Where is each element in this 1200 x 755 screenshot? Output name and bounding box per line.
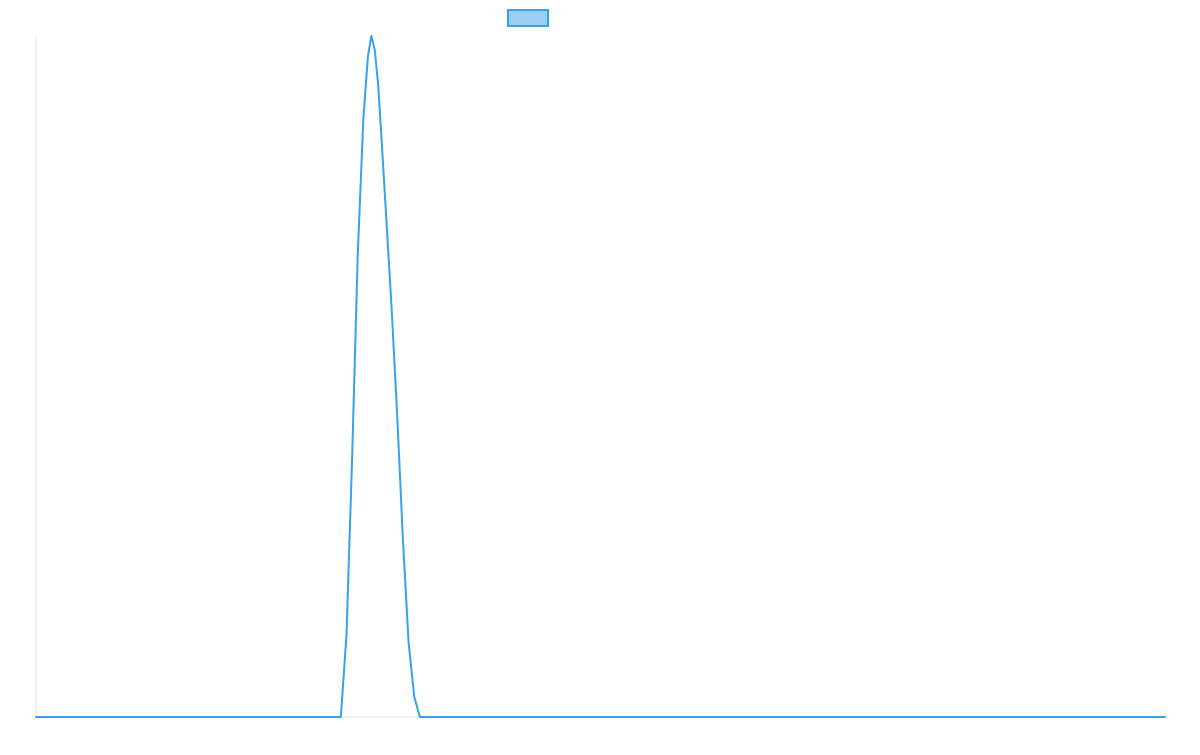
legend-swatch[interactable] bbox=[507, 9, 549, 27]
axes bbox=[35, 36, 1165, 718]
series-layer bbox=[35, 35, 1166, 718]
series-line bbox=[35, 35, 1166, 718]
legend[interactable] bbox=[507, 9, 549, 27]
